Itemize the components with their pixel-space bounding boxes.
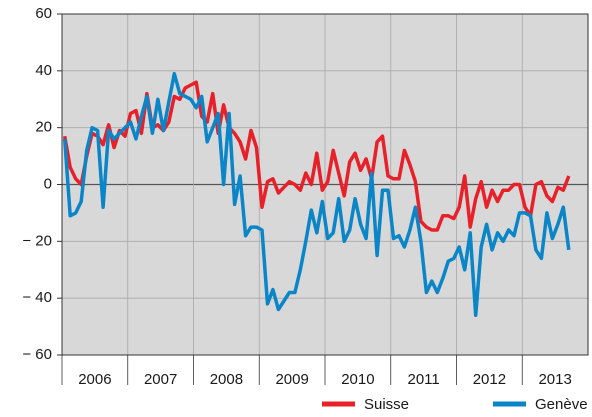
y-tick-label: 0 — [44, 175, 52, 192]
x-tick-label: 2009 — [275, 371, 308, 388]
x-tick-label: 2007 — [144, 371, 177, 388]
x-tick-label: 2008 — [210, 371, 243, 388]
x-tick-label: 2012 — [473, 371, 506, 388]
y-tick-label: 20 — [35, 119, 52, 136]
line-series — [62, 71, 571, 317]
x-tick-label: 2011 — [407, 371, 439, 388]
y-tick-label: − 20 — [22, 232, 52, 249]
plot-border — [61, 13, 589, 356]
legend-label: Suisse — [364, 396, 409, 413]
x-tick-label: 2006 — [78, 371, 111, 388]
legend-label: Genève — [535, 396, 588, 413]
y-tick-label: − 60 — [22, 346, 52, 363]
y-tick-label: 40 — [35, 62, 52, 79]
y-tick-label: − 40 — [22, 289, 52, 306]
y-tick-label: 60 — [35, 5, 52, 22]
x-tick-label: 2013 — [538, 371, 571, 388]
x-tick-label: 2010 — [341, 371, 374, 388]
